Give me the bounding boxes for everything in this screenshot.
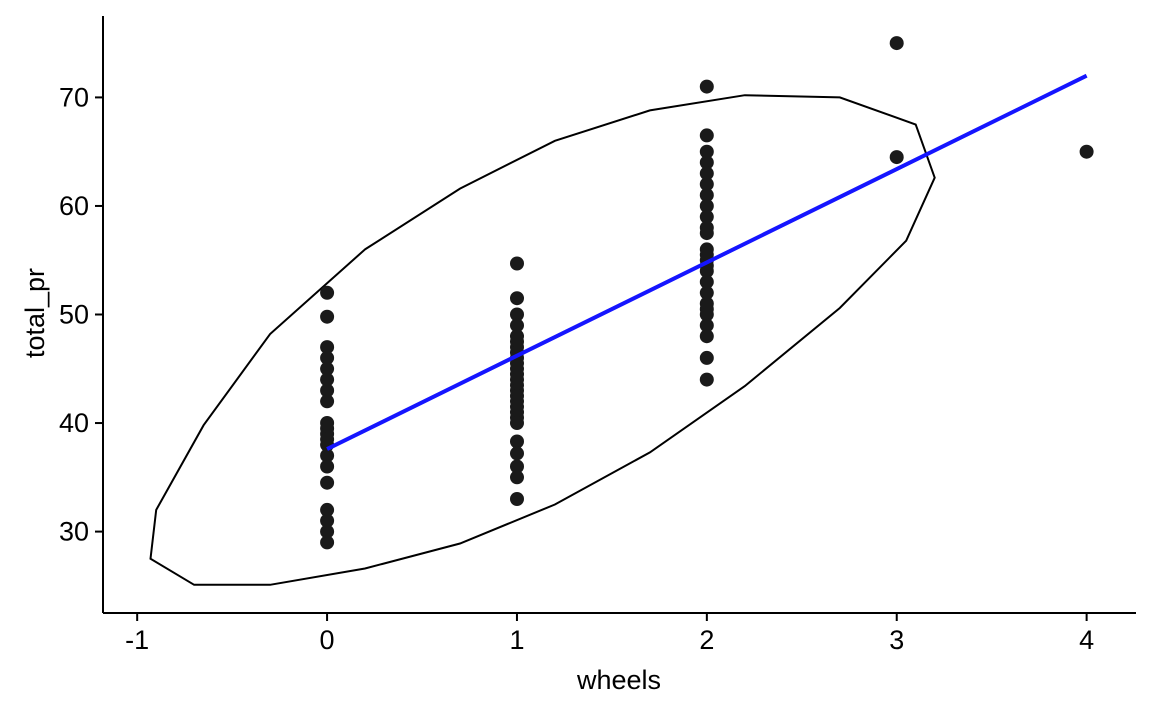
data-point — [320, 459, 335, 474]
data-point — [699, 177, 714, 192]
x-tick-label: 1 — [509, 625, 524, 655]
data-point — [699, 199, 714, 213]
data-point — [510, 434, 524, 449]
data-point — [510, 416, 524, 430]
data-point — [320, 448, 335, 463]
data-point — [510, 492, 524, 506]
data-point — [510, 459, 524, 474]
data-point — [699, 318, 714, 333]
x-tick-label: 3 — [889, 625, 904, 655]
y-axis-title: total_pr — [20, 268, 50, 358]
data-point — [889, 36, 904, 51]
data-point — [699, 226, 714, 241]
data-point — [320, 350, 335, 365]
data-point — [320, 394, 335, 409]
data-point — [699, 372, 714, 387]
data-point — [510, 256, 524, 271]
data-point — [320, 383, 335, 398]
confidence-ellipse — [149, 94, 936, 586]
data-point — [320, 340, 335, 355]
x-tick-label: 0 — [320, 625, 335, 655]
tick-labels: -1 0 1 2 3 4 30 40 50 60 70 — [59, 82, 1094, 655]
x-tick-label: -1 — [125, 625, 149, 655]
data-point — [320, 502, 335, 517]
data-point — [320, 372, 335, 387]
data-point — [320, 524, 335, 539]
x-tick-label: 4 — [1079, 625, 1094, 655]
y-tick-label: 30 — [59, 517, 89, 547]
data-point — [889, 150, 904, 165]
data-point — [699, 79, 714, 94]
data-point — [320, 513, 335, 528]
data-point — [320, 285, 335, 300]
data-point — [699, 209, 714, 224]
data-point — [699, 144, 714, 159]
data-point — [699, 166, 714, 181]
data-point — [320, 361, 335, 376]
data-point — [699, 285, 714, 300]
data-point — [510, 318, 524, 333]
data-point — [699, 350, 714, 365]
data-point — [320, 309, 335, 324]
y-tick-label: 60 — [59, 191, 89, 221]
data-point — [510, 291, 524, 306]
data-point — [699, 307, 714, 322]
data-point — [1079, 144, 1094, 159]
data-point — [699, 329, 714, 344]
data-point — [510, 470, 524, 485]
x-axis-title: wheels — [576, 665, 661, 695]
data-point — [320, 475, 335, 490]
axes — [95, 16, 1136, 621]
data-point — [699, 264, 714, 279]
data-point — [320, 535, 335, 550]
y-tick-label: 50 — [59, 300, 89, 330]
regression-line — [326, 73, 1088, 451]
x-tick-label: 2 — [699, 625, 714, 655]
data-point — [510, 446, 524, 461]
data-point — [699, 274, 714, 289]
plot-area — [149, 36, 1094, 586]
data-point — [699, 155, 714, 170]
data-point — [510, 307, 524, 322]
y-tick-label: 40 — [59, 408, 89, 438]
data-point — [699, 188, 714, 203]
data-point — [699, 128, 714, 143]
y-tick-label: 70 — [59, 82, 89, 112]
